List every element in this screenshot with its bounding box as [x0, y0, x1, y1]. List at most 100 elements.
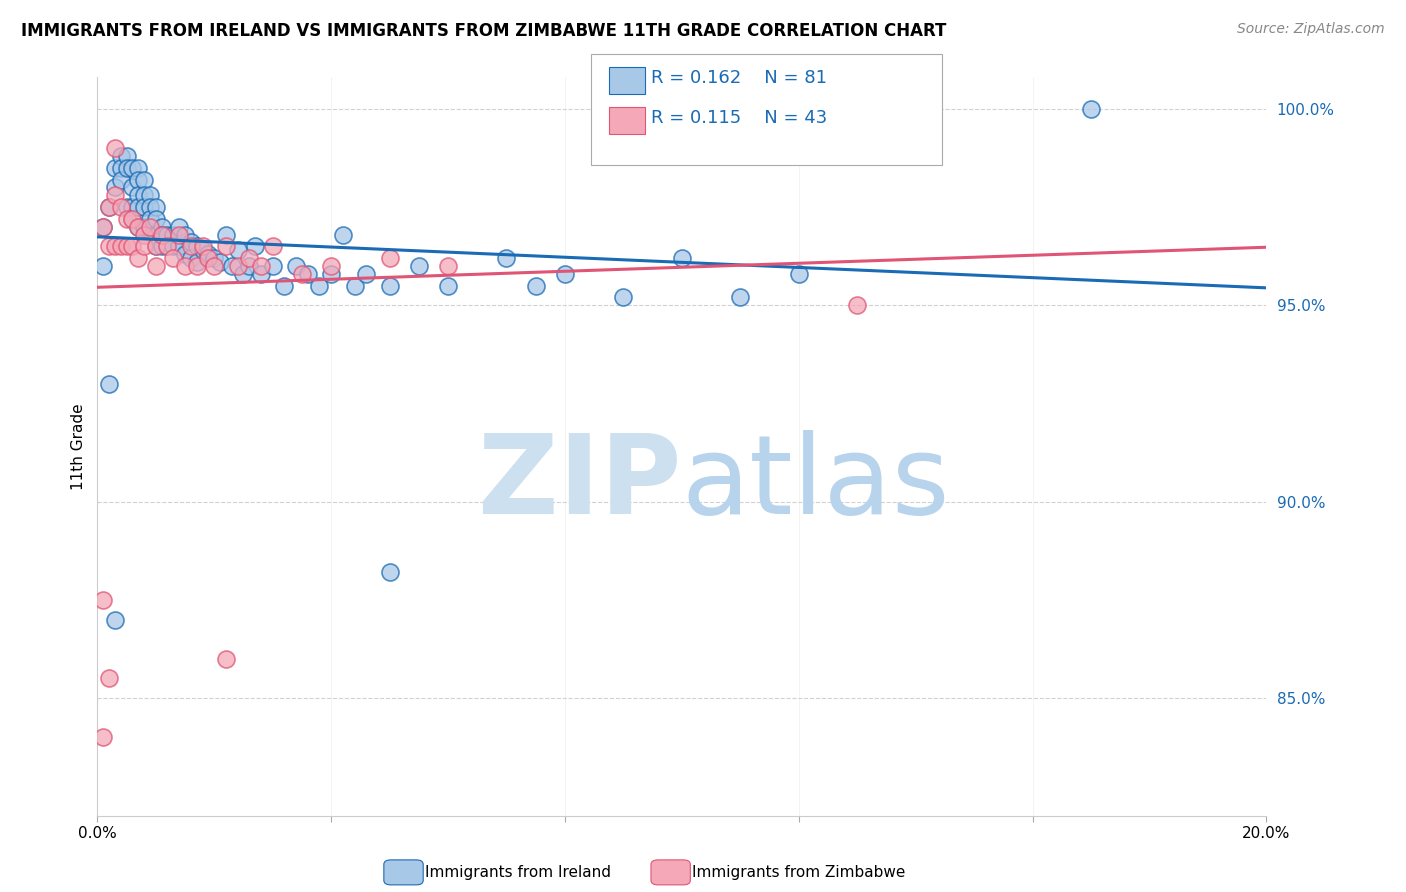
Text: Immigrants from Zimbabwe: Immigrants from Zimbabwe — [692, 865, 905, 880]
Point — [730, 290, 752, 304]
Point — [145, 239, 167, 253]
Point — [98, 200, 121, 214]
Point — [132, 219, 155, 234]
Point — [238, 251, 260, 265]
Point — [167, 227, 190, 242]
Point — [98, 376, 121, 391]
Point — [115, 211, 138, 226]
Point — [127, 219, 149, 234]
Point — [162, 251, 184, 265]
Point — [139, 200, 162, 214]
Point — [186, 259, 208, 273]
Point — [150, 239, 173, 253]
Point — [110, 239, 132, 253]
Point — [156, 239, 179, 253]
Point — [174, 259, 197, 273]
Point — [197, 247, 219, 261]
Point — [91, 219, 114, 234]
Point — [167, 219, 190, 234]
Point — [132, 239, 155, 253]
Point — [321, 267, 343, 281]
Point — [378, 278, 401, 293]
Point — [110, 200, 132, 214]
Point — [180, 239, 202, 253]
Point — [91, 259, 114, 273]
Point — [243, 239, 266, 253]
Text: ZIP: ZIP — [478, 430, 682, 537]
Point — [343, 278, 366, 293]
Point — [197, 251, 219, 265]
Point — [308, 278, 330, 293]
Point — [104, 180, 127, 194]
Point — [121, 211, 143, 226]
Point — [127, 188, 149, 202]
Point — [215, 227, 238, 242]
Point — [641, 149, 664, 163]
Point — [378, 251, 401, 265]
Point — [250, 267, 273, 281]
Point — [612, 290, 634, 304]
Point — [150, 227, 173, 242]
Point — [297, 267, 319, 281]
Point — [221, 259, 243, 273]
Point — [1080, 102, 1102, 116]
Point — [91, 592, 114, 607]
Point — [291, 267, 314, 281]
Point — [127, 172, 149, 186]
Point — [437, 259, 460, 273]
Point — [846, 298, 869, 312]
Point — [139, 211, 162, 226]
Point — [250, 259, 273, 273]
Point — [495, 251, 517, 265]
Point — [671, 251, 693, 265]
Point — [202, 251, 225, 265]
Point — [408, 259, 430, 273]
Point — [174, 247, 197, 261]
Point — [378, 566, 401, 580]
Point — [104, 613, 127, 627]
Point — [115, 161, 138, 175]
Point — [121, 161, 143, 175]
Point — [186, 239, 208, 253]
Point — [127, 251, 149, 265]
Point — [110, 149, 132, 163]
Point — [139, 219, 162, 234]
Point — [132, 227, 155, 242]
Point — [121, 239, 143, 253]
Point — [191, 244, 214, 258]
Text: R = 0.162    N = 81: R = 0.162 N = 81 — [651, 69, 827, 87]
Point — [104, 161, 127, 175]
Point — [215, 239, 238, 253]
Point — [524, 278, 547, 293]
Point — [139, 188, 162, 202]
Point — [98, 672, 121, 686]
Y-axis label: 11th Grade: 11th Grade — [72, 403, 86, 490]
Point — [127, 200, 149, 214]
Point — [191, 239, 214, 253]
Point — [162, 239, 184, 253]
Point — [209, 255, 232, 269]
Point — [104, 239, 127, 253]
Point — [110, 172, 132, 186]
Point — [127, 219, 149, 234]
Point — [215, 652, 238, 666]
Point — [180, 251, 202, 265]
Point — [262, 259, 284, 273]
Point — [167, 239, 190, 253]
Point — [232, 267, 254, 281]
Point — [226, 244, 249, 258]
Point — [91, 731, 114, 745]
Point — [285, 259, 308, 273]
Point — [145, 259, 167, 273]
Point — [132, 200, 155, 214]
Point — [156, 239, 179, 253]
Text: atlas: atlas — [682, 430, 950, 537]
Point — [121, 211, 143, 226]
Point — [321, 259, 343, 273]
Point — [145, 211, 167, 226]
Point — [145, 200, 167, 214]
Point — [104, 141, 127, 155]
Point — [127, 161, 149, 175]
Point — [132, 188, 155, 202]
Point — [273, 278, 295, 293]
